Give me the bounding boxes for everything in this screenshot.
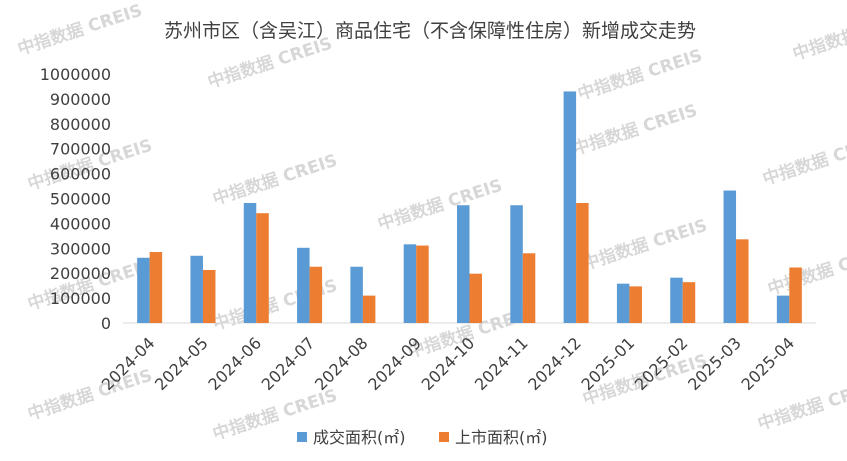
y-tick-label: 400000 [50,214,111,233]
bar-listing-area [576,202,589,323]
watermark-text: 中指数据 CREIS [575,45,705,105]
watermark-text: 中指数据 CREIS [25,365,155,425]
watermark-text: 中指数据 CREIS [790,5,847,65]
bar-listing-area [736,239,749,323]
bar-deal-area [137,257,150,323]
y-tick-label: 200000 [50,264,111,283]
x-tick-label: 2024-09 [364,333,425,394]
bar-deal-area [723,190,737,323]
legend-swatch-listing-area [439,432,449,442]
bar-deal-area [670,277,683,323]
watermark-text: 中指数据 CREIS [765,240,847,300]
bar-deal-area [403,244,417,323]
bar-listing-area [362,295,376,323]
x-tick-label: 2024-05 [151,333,212,394]
legend-label-deal-area: 成交面积(㎡) [313,428,406,447]
bar-deal-area [776,295,790,323]
bar-listing-area [309,266,323,323]
y-tick-label: 100000 [50,289,111,308]
y-tick-label: 900000 [50,90,111,109]
bar-deal-area [190,255,203,323]
x-tick-label: 2025-04 [737,333,798,394]
y-axis: 0 100000 200000 300000 400000 500000 600000 700… [40,65,111,333]
bar-listing-area [682,282,696,323]
bar-listing-area [789,267,802,323]
y-tick-label: 800000 [50,115,111,134]
bar-deal-area [457,205,470,323]
bar-deal-area [243,202,257,323]
watermark-text: 中指数据 CREIS [755,375,847,435]
x-tick-label: 2024-06 [204,333,265,394]
watermark-text: 中指数据 CREIS [760,130,847,190]
bar-deal-area [350,266,363,323]
y-tick-label: 300000 [50,239,111,258]
x-tick-label: 2024-08 [311,333,372,394]
bar-listing-area [149,252,163,323]
legend: 成交面积(㎡) 上市面积(㎡) [297,428,548,447]
legend-label-listing-area: 上市面积(㎡) [455,428,548,447]
chart-title: 苏州市区（含吴江）商品住宅（不含保障性住房）新增成交走势 [164,20,696,42]
bar-deal-area [297,247,310,323]
bars [137,91,802,324]
bar-listing-area [522,253,536,323]
watermark-text: 中指数据 CREIS [15,0,145,60]
bar-listing-area [202,269,216,323]
bar-listing-area [416,245,429,323]
y-tick-label: 600000 [50,165,111,184]
bar-deal-area [563,91,577,324]
bar-deal-area [616,283,630,323]
bar-deal-area [510,205,523,323]
y-tick-label: 700000 [50,140,111,159]
bar-listing-area [469,273,482,323]
x-tick-label: 2024-07 [258,333,319,394]
watermark-text: 中指数据 CREIS [375,175,505,235]
legend-swatch-deal-area [297,432,307,442]
bar-listing-area [256,213,269,323]
watermark-text: 中指数据 CREIS [580,215,710,275]
watermark-text: 中指数据 CREIS [570,100,700,160]
y-tick-label: 0 [101,314,111,333]
watermark-text: 中指数据 CREIS [210,150,340,210]
bar-listing-area [629,286,642,323]
x-tick-label: 2024-11 [471,333,532,394]
y-tick-label: 1000000 [40,65,111,84]
y-tick-label: 500000 [50,190,111,209]
x-tick-label: 2024-12 [524,333,585,394]
